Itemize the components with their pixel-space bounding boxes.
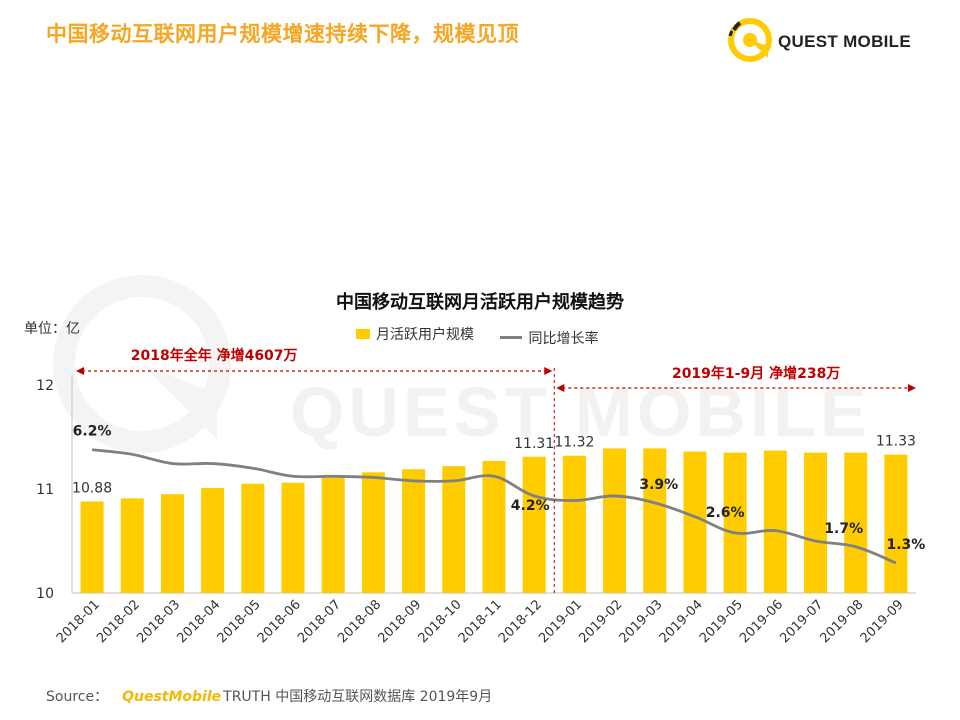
bar-2019-07 (804, 452, 828, 593)
annotation-arrow-right-icon (544, 367, 553, 375)
x-tick-label: 2019-06 (737, 597, 786, 646)
y-tick-label: 12 (36, 378, 54, 394)
growth-rate-line (91, 448, 897, 565)
legend-bar-swatch (356, 329, 370, 339)
logo-text: QUEST MOBILE (778, 32, 911, 51)
x-tick-label: 2018-12 (496, 597, 545, 646)
source-text: TRUTH 中国移动互联网数据库 2019年9月 (223, 689, 493, 705)
x-tick-label: 2018-01 (54, 597, 103, 646)
bar-2018-01 (80, 501, 104, 593)
watermark-ring-icon (53, 275, 231, 453)
bar-2018-12 (522, 456, 546, 593)
y-tick-label: 11 (36, 482, 54, 498)
bar-2019-01 (562, 455, 586, 593)
bar-2019-06 (763, 450, 787, 593)
legend-line-label: 同比增长率 (528, 330, 599, 347)
chart-title: 中国移动互联网月活跃用户规模趋势 (336, 292, 624, 313)
line-value-label: 3.9% (639, 477, 678, 493)
annotation-label: 2018年全年 净增4607万 (131, 347, 298, 364)
line-value-label: 4.2% (511, 498, 550, 514)
bar-2018-11 (482, 460, 506, 593)
x-tick-label: 2019-04 (657, 597, 706, 646)
line-value-label: 1.7% (824, 521, 863, 537)
chart-legend: 月活跃用户规模 同比增长率 (356, 324, 620, 348)
x-tick-label: 2019-07 (777, 597, 826, 646)
bar-2019-08 (844, 452, 868, 593)
bar-2019-09 (884, 454, 908, 593)
bar-2018-08 (361, 472, 385, 593)
page-title: 中国移动互联网用户规模增速持续下降，规模见顶 (46, 22, 519, 46)
unit-label: 单位：亿 (24, 321, 80, 337)
bar-2018-02 (120, 498, 144, 593)
x-tick-label: 2018-04 (174, 597, 223, 646)
bar-value-label: 11.31 (514, 436, 554, 452)
x-tick-label: 2019-01 (536, 597, 585, 646)
bar-2018-04 (201, 487, 225, 593)
annotation-arrow-left-icon (76, 367, 84, 375)
legend-item-bar: 月活跃用户规模 (356, 324, 474, 344)
x-tick-label: 2019-02 (576, 597, 625, 646)
x-tick-label: 2018-09 (375, 597, 424, 646)
x-tick-label: 2018-07 (295, 597, 344, 646)
x-tick-label: 2019-03 (617, 597, 666, 646)
bar-2019-03 (643, 448, 667, 593)
bar-2018-05 (241, 483, 265, 593)
bar-2018-10 (442, 466, 466, 593)
x-tick-label: 2018-02 (94, 597, 143, 646)
x-tick-label: 2018-10 (416, 597, 465, 646)
bar-2018-07 (321, 477, 345, 593)
annotation-label: 2019年1-9月 净增238万 (672, 365, 840, 382)
bar-2018-09 (402, 469, 426, 593)
x-tick-label: 2018-03 (134, 597, 183, 646)
line-value-label: 2.6% (706, 505, 745, 521)
y-tick-label: 10 (36, 586, 54, 602)
line-value-label: 1.3% (886, 537, 925, 553)
watermark-text: QUEST MOBILE (290, 373, 871, 451)
bar-2019-02 (603, 448, 627, 593)
bar-value-label: 11.33 (876, 434, 916, 450)
annotation-arrow-right-icon (908, 384, 916, 392)
source-label: Source： (46, 689, 109, 705)
annotation-arrow-left-icon (556, 384, 565, 392)
bar-value-label: 10.88 (72, 480, 112, 496)
x-tick-label: 2019-05 (697, 597, 746, 646)
line-value-label: 6.2% (73, 424, 112, 440)
x-tick-label: 2018-05 (215, 597, 264, 646)
x-tick-label: 2018-11 (456, 597, 505, 646)
x-tick-label: 2018-08 (335, 597, 384, 646)
x-tick-label: 2019-09 (858, 597, 907, 646)
bar-2018-03 (160, 494, 184, 593)
source-note: Source： QuestMobile TRUTH 中国移动互联网数据库 2019年… (46, 686, 492, 706)
logo-mark-icon (728, 18, 772, 62)
legend-item-line: 同比增长率 (500, 328, 598, 348)
bar-2019-04 (683, 451, 707, 593)
x-tick-label: 2018-06 (255, 597, 304, 646)
x-tick-label: 2019-08 (818, 597, 867, 646)
bar-value-label: 11.32 (554, 435, 594, 451)
quest-mobile-logo: QUEST MOBILE (726, 16, 926, 66)
legend-line-swatch (500, 336, 523, 339)
bar-2019-05 (723, 452, 747, 593)
bar-2018-06 (281, 482, 305, 593)
legend-bar-label: 月活跃用户规模 (376, 327, 474, 343)
source-brand: QuestMobile (122, 689, 222, 705)
